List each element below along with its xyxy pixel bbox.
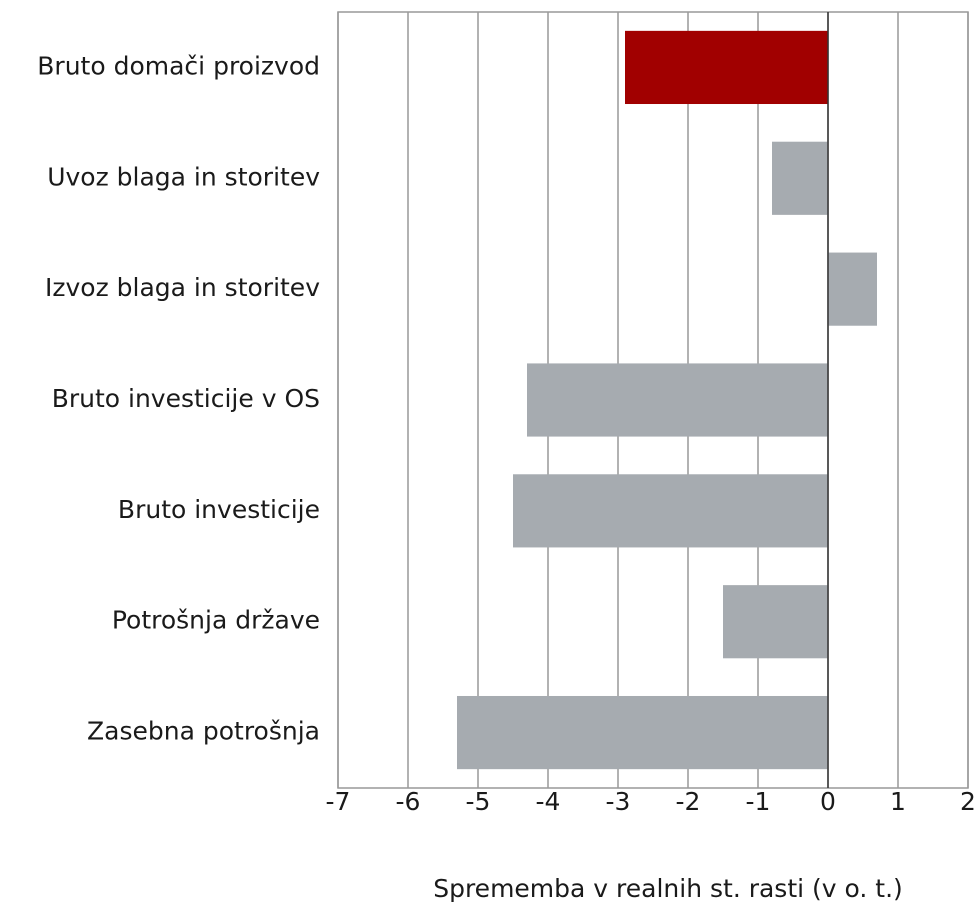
y-tick-label: Zasebna potrošnja [87, 717, 320, 746]
x-tick-label: 0 [820, 787, 836, 816]
bar [828, 252, 877, 326]
x-tick-label: 1 [890, 787, 906, 816]
x-tick-label: -7 [326, 787, 351, 816]
bar [513, 474, 828, 548]
x-tick-label: -4 [536, 787, 561, 816]
x-tick-label: -5 [466, 787, 491, 816]
y-tick-label: Potrošnja države [112, 606, 320, 635]
x-axis-label: Sprememba v realnih st. rasti (v o. t.) [433, 874, 903, 903]
y-tick-label: Uvoz blaga in storitev [47, 162, 320, 191]
x-tick-label: -1 [746, 787, 771, 816]
x-tick-label: -6 [396, 787, 421, 816]
y-tick-label: Bruto investicije [118, 495, 320, 524]
bar [625, 30, 828, 105]
bar [772, 141, 828, 215]
bar [723, 585, 828, 659]
bar [457, 695, 828, 770]
y-tick-label: Izvoz blaga in storitev [45, 273, 320, 302]
x-tick-label: 2 [960, 787, 976, 816]
bar [527, 363, 828, 437]
y-tick-label: Bruto domači proizvod [37, 51, 320, 80]
y-tick-label: Bruto investicije v OS [52, 384, 320, 413]
x-tick-label: -2 [676, 787, 701, 816]
x-tick-label: -3 [606, 787, 631, 816]
